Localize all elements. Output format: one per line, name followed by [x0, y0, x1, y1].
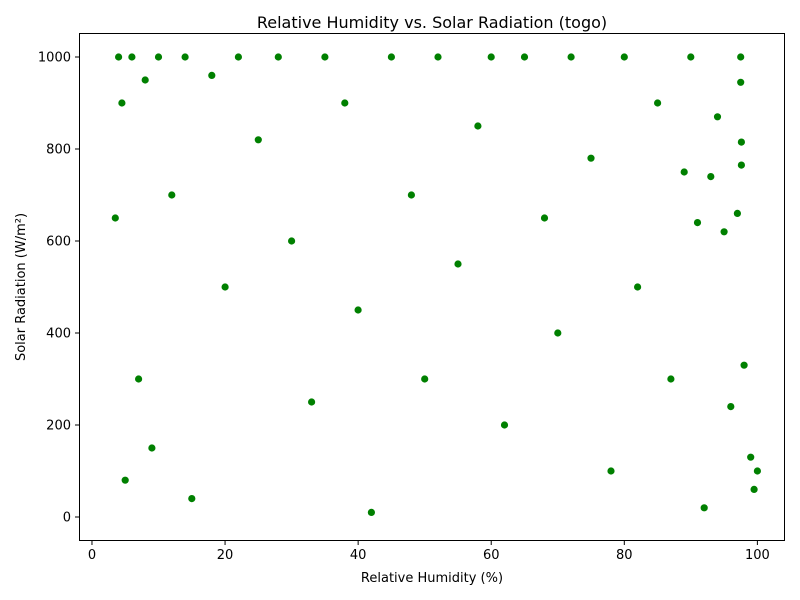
x-axis: 0 20 40 60 80 100: [88, 540, 770, 563]
data-point: [619, 52, 629, 62]
y-tick-label: 200: [46, 419, 71, 434]
data-point: [320, 52, 330, 62]
x-tick-label: 40: [350, 548, 367, 563]
data-point: [566, 52, 576, 62]
data-point: [713, 112, 722, 122]
data-point: [220, 282, 230, 292]
data-point: [207, 71, 217, 80]
data-point: [686, 52, 696, 62]
x-tick-label: 0: [88, 548, 96, 563]
data-point: [406, 190, 416, 200]
data-point: [749, 484, 759, 494]
data-point: [233, 52, 243, 62]
data-point: [693, 218, 702, 228]
data-point: [737, 160, 746, 170]
data-point: [733, 208, 742, 218]
data-point: [699, 503, 709, 513]
y-tick-label: 800: [46, 143, 71, 158]
data-point: [420, 374, 430, 384]
data-point: [540, 213, 549, 223]
y-axis-label: Solar Radiation (W/m²): [14, 213, 29, 361]
data-point: [520, 52, 529, 62]
x-tick-label: 100: [745, 548, 770, 563]
y-tick-label: 1000: [38, 51, 71, 66]
plot-frame: [79, 33, 785, 541]
data-point: [586, 153, 596, 163]
data-point: [500, 420, 509, 430]
data-point: [737, 137, 746, 147]
data-point: [167, 190, 177, 200]
data-point: [127, 52, 137, 62]
data-point: [633, 282, 642, 292]
data-point: [653, 98, 662, 108]
y-tick-label: 0: [63, 511, 71, 526]
data-point: [353, 305, 363, 315]
data-point: [736, 77, 746, 87]
data-point: [253, 135, 263, 145]
data-point: [307, 397, 317, 407]
x-tick-label: 80: [616, 548, 633, 563]
data-point: [453, 259, 463, 269]
data-point: [433, 52, 443, 62]
y-tick-label: 400: [46, 327, 71, 342]
x-tick-label: 60: [483, 548, 500, 563]
data-point: [366, 508, 376, 517]
data-point: [147, 443, 157, 453]
data-point: [180, 52, 190, 62]
data-point: [486, 52, 496, 62]
data-point: [340, 98, 350, 108]
data-point: [287, 236, 297, 246]
data-point: [114, 52, 123, 62]
data-point: [140, 75, 150, 85]
data-point: [679, 167, 689, 177]
data-point: [110, 213, 120, 223]
data-point: [117, 98, 127, 108]
data-point: [473, 121, 483, 131]
data-point: [120, 475, 130, 485]
data-point: [753, 466, 762, 476]
x-tick-label: 20: [217, 548, 234, 563]
y-tick-label: 600: [46, 235, 71, 250]
data-point: [386, 52, 396, 62]
data-point: [719, 227, 729, 237]
x-axis-label: Relative Humidity (%): [361, 571, 503, 586]
y-axis: 0 200 400 600 800 1000: [38, 51, 80, 526]
data-point: [739, 360, 749, 370]
points-layer: [110, 52, 762, 517]
data-point: [746, 452, 756, 462]
data-point: [666, 374, 676, 384]
data-point: [606, 466, 616, 476]
chart-title: Relative Humidity vs. Solar Radiation (t…: [257, 13, 607, 32]
data-point: [134, 374, 144, 384]
data-point: [154, 52, 163, 62]
data-point: [553, 328, 563, 338]
data-point: [726, 402, 736, 412]
data-point: [736, 52, 746, 62]
data-point: [187, 494, 197, 504]
data-point: [706, 172, 716, 182]
data-point: [273, 52, 283, 62]
